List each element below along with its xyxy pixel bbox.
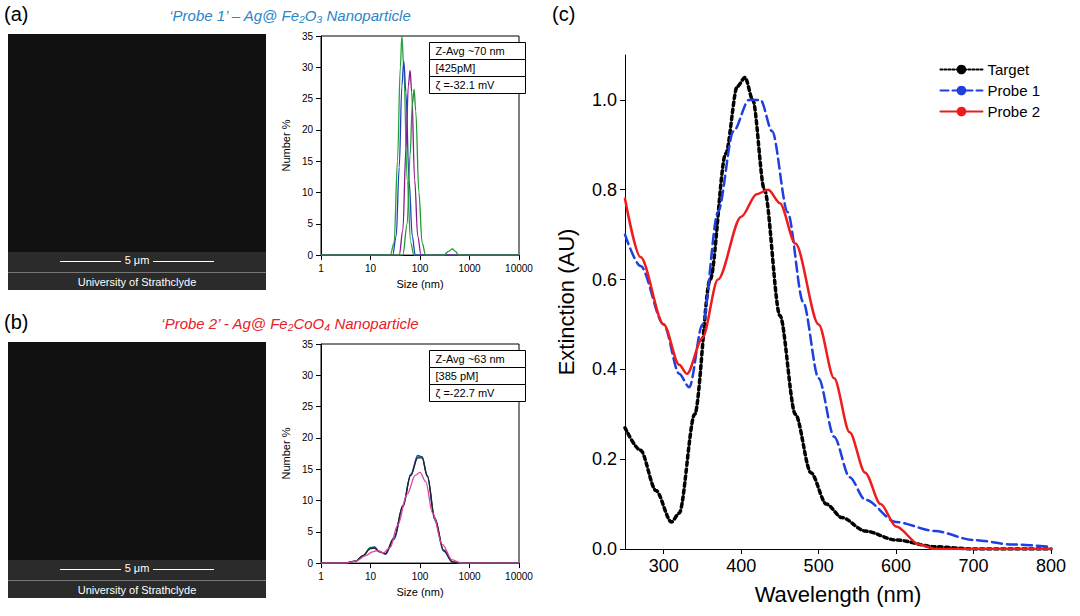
svg-text:Z-Avg ~70 nm: Z-Avg ~70 nm: [436, 45, 505, 57]
svg-text:0.4: 0.4: [592, 359, 617, 379]
svg-text:100: 100: [412, 571, 429, 582]
html-text:‘Probe 1’ – Ag@ Fe₂O₃ Nanopart: ‘Probe 1’ – Ag@ Fe₂O₃ Nanoparticle: [169, 7, 411, 24]
svg-text:25: 25: [302, 93, 314, 104]
html-text:(a): (a): [4, 3, 29, 25]
html-text:5 μm: 5 μm: [124, 562, 150, 574]
svg-text:Extinction (AU): Extinction (AU): [554, 229, 579, 376]
svg-text:10: 10: [365, 263, 377, 274]
svg-text:1: 1: [318, 263, 324, 274]
html-text:University of Strathclyde: University of Strathclyde: [77, 276, 197, 288]
svg-text:800: 800: [1036, 556, 1066, 576]
svg-text:0.6: 0.6: [592, 270, 617, 290]
svg-text:Target: Target: [987, 61, 1030, 78]
svg-text:1.0: 1.0: [592, 90, 617, 110]
svg-text:35: 35: [302, 31, 314, 42]
svg-text:1: 1: [318, 571, 324, 582]
svg-text:600: 600: [881, 556, 911, 576]
svg-text:15: 15: [302, 464, 314, 475]
svg-text:Size (nm): Size (nm): [396, 586, 443, 598]
svg-text:0.0: 0.0: [592, 539, 617, 559]
html-text:5 μm: 5 μm: [124, 254, 150, 266]
svg-text:0.2: 0.2: [592, 449, 617, 469]
svg-text:300: 300: [649, 556, 679, 576]
svg-text:Size (nm): Size (nm): [396, 278, 443, 290]
svg-text:30: 30: [302, 62, 314, 73]
svg-text:10000: 10000: [505, 263, 533, 274]
svg-text:15: 15: [302, 156, 314, 167]
svg-text:Probe 1: Probe 1: [987, 82, 1040, 99]
html-text:University of Strathclyde: University of Strathclyde: [77, 584, 197, 596]
svg-text:10000: 10000: [505, 571, 533, 582]
svg-text:0: 0: [307, 250, 313, 261]
svg-text:5: 5: [307, 526, 313, 537]
svg-text:1000: 1000: [458, 263, 481, 274]
svg-text:400: 400: [726, 556, 756, 576]
svg-text:25: 25: [302, 401, 314, 412]
svg-text:30: 30: [302, 370, 314, 381]
html-text:‘Probe 2’ - Ag@ Fe₂CoO₄ Nanopa: ‘Probe 2’ - Ag@ Fe₂CoO₄ Nanoparticle: [161, 315, 419, 332]
svg-text:10: 10: [365, 571, 377, 582]
svg-text:Probe 2: Probe 2: [987, 103, 1040, 120]
html-text:(b): (b): [4, 311, 29, 333]
svg-text:Number %: Number %: [280, 119, 292, 171]
svg-text:[425pM]: [425pM]: [436, 62, 476, 74]
svg-text:5: 5: [307, 218, 313, 229]
svg-text:[385 pM]: [385 pM]: [436, 370, 479, 382]
svg-text:100: 100: [412, 263, 429, 274]
svg-text:Wavelength (nm): Wavelength (nm): [755, 582, 922, 607]
svg-text:Number %: Number %: [280, 427, 292, 479]
svg-text:10: 10: [302, 495, 314, 506]
svg-text:1000: 1000: [458, 571, 481, 582]
svg-text:ζ =-22.7 mV: ζ =-22.7 mV: [436, 387, 496, 399]
svg-text:20: 20: [302, 124, 314, 135]
svg-text:0: 0: [307, 558, 313, 569]
svg-text:0.8: 0.8: [592, 180, 617, 200]
svg-text:700: 700: [959, 556, 989, 576]
svg-text:20: 20: [302, 432, 314, 443]
svg-text:500: 500: [804, 556, 834, 576]
svg-text:35: 35: [302, 339, 314, 350]
svg-text:10: 10: [302, 187, 314, 198]
svg-text:Z-Avg ~63 nm: Z-Avg ~63 nm: [436, 353, 505, 365]
html-text:(c): (c): [552, 3, 576, 25]
svg-text:ζ =-32.1 mV: ζ =-32.1 mV: [436, 79, 496, 91]
